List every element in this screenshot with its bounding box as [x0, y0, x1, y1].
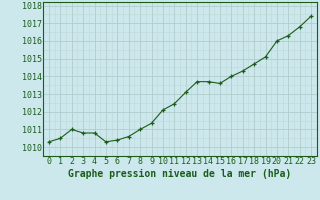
- X-axis label: Graphe pression niveau de la mer (hPa): Graphe pression niveau de la mer (hPa): [68, 169, 292, 179]
